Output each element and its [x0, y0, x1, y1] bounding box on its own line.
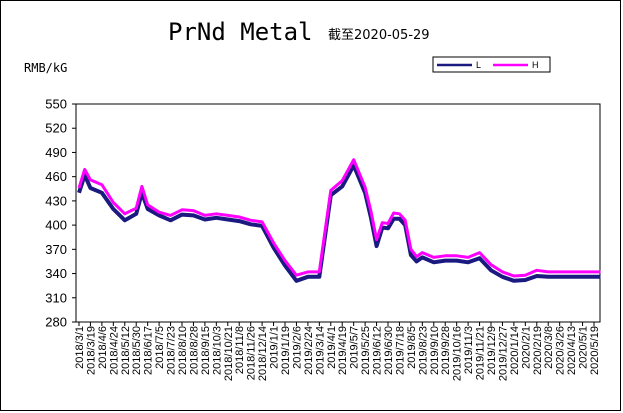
- x-tick-label: 2020/3/8: [543, 326, 555, 369]
- x-tick-label: 2019/6/30: [383, 326, 395, 375]
- legend-label-h: H: [532, 60, 539, 70]
- chart-title: PrNd Metal: [168, 18, 313, 46]
- x-tick-label: 2018/6/17: [143, 326, 155, 375]
- x-axis-ticks: 2018/3/1 2018/3/19 2018/4/6 2018/4/24 2018/5…: [74, 322, 601, 381]
- x-tick-label: 2018/11/26: [246, 326, 258, 380]
- legend-label-l: L: [476, 60, 481, 70]
- x-tick-label: 2019/10/16: [452, 326, 464, 381]
- x-tick-label: 2019/1/19: [280, 326, 292, 375]
- x-tick-label: 2019/11/3: [463, 326, 475, 374]
- y-tick-label: 550: [45, 97, 67, 112]
- x-tick-label: 2020/4/13: [566, 326, 578, 375]
- x-tick-label: 2018/12/14: [257, 326, 269, 381]
- x-tick-label: 2019/7/18: [394, 326, 406, 375]
- x-tick-label: 2018/4/24: [108, 326, 120, 375]
- x-tick-label: 2018/9/15: [200, 326, 212, 375]
- x-tick-label: 2019/6/12: [372, 326, 384, 375]
- x-tick-label: 2020/2/19: [532, 326, 544, 375]
- y-tick-label: 310: [45, 290, 67, 305]
- x-tick-label: 2018/10/21: [223, 326, 235, 381]
- y-axis-label: RMB/kG: [24, 61, 67, 75]
- x-tick-label: 2019/5/25: [360, 326, 372, 375]
- y-tick-label: 490: [45, 145, 67, 160]
- y-tick-label: 520: [45, 121, 67, 136]
- x-tick-label: 2019/1/1: [269, 326, 281, 369]
- x-tick-label: 2020/2/1: [520, 326, 532, 369]
- x-tick-label: 2019/2/6: [291, 326, 303, 369]
- x-tick-label: 2018/7/23: [166, 326, 178, 375]
- x-tick-label: 2018/8/28: [188, 326, 200, 375]
- x-tick-label: 2020/5/19: [589, 326, 601, 375]
- x-tick-label: 2018/11/8: [234, 326, 246, 374]
- x-tick-label: 2019/9/10: [429, 326, 441, 375]
- x-tick-label: 2020/1/14: [509, 326, 521, 375]
- x-tick-label: 2018/7/5: [154, 326, 166, 369]
- series-layer: [77, 158, 601, 283]
- x-tick-label: 2018/4/6: [97, 326, 109, 369]
- legend-box: [432, 56, 551, 73]
- y-tick-label: 430: [45, 193, 67, 208]
- y-axis-ticks: 280 310 340 370 400 430 460 490 520 550: [45, 97, 76, 330]
- x-tick-label: 2019/3/14: [314, 326, 326, 375]
- chart-subtitle: 截至2020-05-29: [328, 28, 430, 43]
- x-tick-label: 2019/12/27: [497, 326, 509, 381]
- x-tick-label: 2019/9/28: [440, 326, 452, 375]
- x-tick-label: 2018/5/30: [131, 326, 143, 375]
- x-tick-label: 2019/8/5: [406, 326, 418, 369]
- y-tick-label: 340: [45, 266, 67, 281]
- x-tick-label: 2019/2/24: [303, 326, 315, 375]
- series-line-l: [77, 163, 601, 283]
- x-tick-label: 2019/4/19: [337, 326, 349, 375]
- legend: L H: [432, 56, 551, 73]
- x-tick-label: 2019/4/1: [326, 326, 338, 369]
- x-tick-label: 2018/10/3: [211, 326, 223, 375]
- y-tick-label: 280: [45, 315, 67, 330]
- y-tick-label: 400: [45, 218, 67, 233]
- x-tick-label: 2019/12/9: [486, 326, 498, 375]
- x-tick-label: 2020/3/26: [555, 326, 567, 375]
- x-tick-label: 2020/5/1: [578, 326, 590, 369]
- x-tick-label: 2018/3/1: [74, 326, 86, 369]
- y-tick-label: 460: [45, 169, 67, 184]
- x-tick-label: 2019/5/7: [349, 326, 361, 369]
- x-tick-label: 2018/5/12: [120, 326, 132, 375]
- x-tick-label: 2018/8/10: [177, 326, 189, 375]
- y-tick-label: 370: [45, 242, 67, 257]
- series-line-h: [77, 158, 601, 278]
- x-tick-label: 2019/8/23: [417, 326, 429, 375]
- x-tick-label: 2019/11/21: [475, 326, 487, 380]
- x-tick-label: 2018/3/19: [85, 326, 97, 375]
- plot-area: [75, 103, 601, 323]
